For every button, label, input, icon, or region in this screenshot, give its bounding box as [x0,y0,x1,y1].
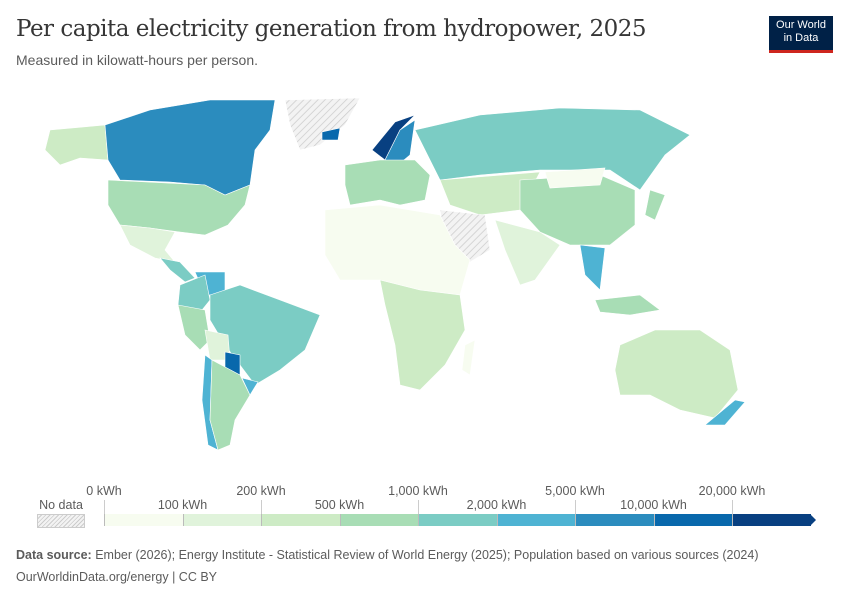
legend-label: 2,000 kWh [466,498,527,512]
region-japan[interactable] [644,189,666,221]
chart-subtitle: Measured in kilowatt-hours per person. [16,52,259,68]
region-china[interactable] [519,174,636,246]
region-greenland[interactable] [284,97,361,151]
region-mongolia[interactable] [544,167,606,189]
legend-tick [104,500,105,514]
legend-arrow-icon [810,514,816,526]
region-iceland[interactable] [321,127,341,141]
region-uruguay[interactable] [241,377,259,396]
chart-title: Per capita electricity generation from h… [16,16,647,42]
region-madagascar[interactable] [461,339,476,376]
region-argentina[interactable] [209,359,251,451]
legend-bin [339,514,418,526]
footer-url[interactable]: OurWorldinData.org/energy | CC BY [16,570,218,584]
legend-label: 500 kWh [314,498,365,512]
region-peru[interactable] [177,304,211,351]
legend-label: 200 kWh [236,484,286,498]
legend-tick [575,500,576,514]
source-label: Data source: [16,548,92,562]
region-se-asia[interactable] [579,244,606,291]
color-legend: No data 0 kWh 200 kWh 1,000 kWh 5,000 kWh 20… [0,480,850,540]
logo-line2: in Data [783,32,819,44]
region-europe[interactable] [344,159,431,206]
legend-label: 1,000 kWh [388,484,448,498]
source-text: Ember (2026); Energy Institute - Statist… [91,548,759,562]
legend-bin [104,514,183,526]
no-data-swatch [37,514,85,528]
legend-label: 10,000 kWh [620,498,687,512]
legend-tick [418,500,419,514]
legend-label: 100 kWh [157,498,208,512]
region-usa[interactable] [107,179,251,236]
world-map [44,97,746,451]
legend-bin [575,514,654,526]
region-indonesia[interactable] [594,294,661,316]
region-central-america[interactable] [159,257,196,283]
legend-label: 5,000 kWh [545,484,605,498]
region-alaska[interactable] [44,124,109,166]
region-canada[interactable] [104,99,276,196]
region-new-zealand[interactable] [704,399,746,426]
region-australia[interactable] [614,329,739,419]
no-data-label: No data [39,498,83,512]
legend-label: 20,000 kWh [698,484,766,498]
logo-line1: Our World [776,19,826,31]
region-africa-central-south[interactable] [379,279,466,391]
legend-tick [732,500,733,514]
legend-label: 0 kWh [86,484,122,498]
data-source: Data source: Ember (2026); Energy Instit… [16,548,759,562]
region-norway[interactable] [371,114,416,161]
legend-bin [418,514,497,526]
region-india[interactable] [494,219,561,286]
region-central-asia[interactable] [439,171,541,216]
legend-tick [261,500,262,514]
legend-bin [182,514,261,526]
legend-bin [732,514,811,526]
legend-bin [653,514,732,526]
legend-bin [261,514,340,526]
owid-logo[interactable]: Our World in Data [769,16,833,53]
region-mexico[interactable] [119,224,176,263]
region-colombia-ecuador[interactable] [177,274,211,316]
legend-bin [496,514,575,526]
